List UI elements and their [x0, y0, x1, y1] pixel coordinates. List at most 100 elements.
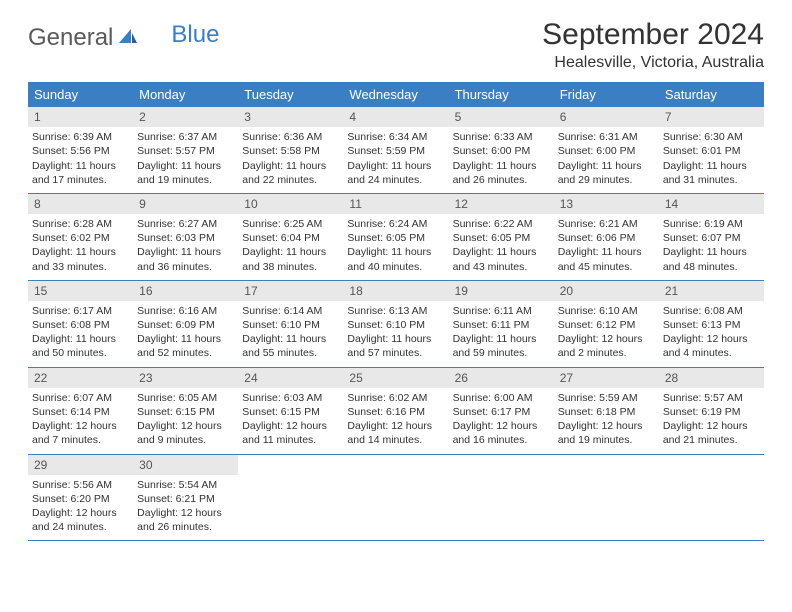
day-cell: 30Sunrise: 5:54 AMSunset: 6:21 PMDayligh… [133, 455, 238, 541]
daylight-line-1: Daylight: 12 hours [663, 419, 760, 433]
sunrise-line: Sunrise: 6:10 AM [558, 304, 655, 318]
daylight-line-2: and 36 minutes. [137, 260, 234, 274]
sunset-line: Sunset: 5:56 PM [32, 144, 129, 158]
sunset-line: Sunset: 6:01 PM [663, 144, 760, 158]
sunrise-line: Sunrise: 6:05 AM [137, 391, 234, 405]
day-cell: 15Sunrise: 6:17 AMSunset: 6:08 PMDayligh… [28, 281, 133, 367]
daylight-line-1: Daylight: 11 hours [558, 245, 655, 259]
day-number: 23 [133, 368, 238, 388]
sunrise-line: Sunrise: 6:03 AM [242, 391, 339, 405]
day-number: 19 [449, 281, 554, 301]
day-number: 15 [28, 281, 133, 301]
location-label: Healesville, Victoria, Australia [542, 54, 764, 72]
day-number: 2 [133, 107, 238, 127]
day-number: 13 [554, 194, 659, 214]
day-number: 6 [554, 107, 659, 127]
daylight-line-1: Daylight: 11 hours [242, 245, 339, 259]
sunset-line: Sunset: 6:13 PM [663, 318, 760, 332]
sunrise-line: Sunrise: 6:36 AM [242, 130, 339, 144]
day-cell [343, 455, 448, 541]
daylight-line-2: and 17 minutes. [32, 173, 129, 187]
day-cell: 11Sunrise: 6:24 AMSunset: 6:05 PMDayligh… [343, 194, 448, 280]
sunset-line: Sunset: 6:17 PM [453, 405, 550, 419]
daylight-line-1: Daylight: 12 hours [663, 332, 760, 346]
sunset-line: Sunset: 6:12 PM [558, 318, 655, 332]
day-cell: 3Sunrise: 6:36 AMSunset: 5:58 PMDaylight… [238, 107, 343, 193]
day-header: Tuesday [238, 82, 343, 107]
day-number: 30 [133, 455, 238, 475]
day-cell: 27Sunrise: 5:59 AMSunset: 6:18 PMDayligh… [554, 368, 659, 454]
day-cell: 22Sunrise: 6:07 AMSunset: 6:14 PMDayligh… [28, 368, 133, 454]
sunrise-line: Sunrise: 6:22 AM [453, 217, 550, 231]
daylight-line-1: Daylight: 11 hours [242, 159, 339, 173]
daylight-line-2: and 26 minutes. [453, 173, 550, 187]
day-number: 14 [659, 194, 764, 214]
day-number: 17 [238, 281, 343, 301]
week-row: 29Sunrise: 5:56 AMSunset: 6:20 PMDayligh… [28, 455, 764, 542]
day-header: Sunday [28, 82, 133, 107]
day-cell: 14Sunrise: 6:19 AMSunset: 6:07 PMDayligh… [659, 194, 764, 280]
day-number: 22 [28, 368, 133, 388]
daylight-line-2: and 33 minutes. [32, 260, 129, 274]
sunset-line: Sunset: 6:07 PM [663, 231, 760, 245]
day-number: 25 [343, 368, 448, 388]
sunset-line: Sunset: 6:05 PM [453, 231, 550, 245]
sunset-line: Sunset: 6:15 PM [242, 405, 339, 419]
sunrise-line: Sunrise: 6:34 AM [347, 130, 444, 144]
daylight-line-2: and 9 minutes. [137, 433, 234, 447]
daylight-line-1: Daylight: 11 hours [137, 332, 234, 346]
day-number: 1 [28, 107, 133, 127]
sunrise-line: Sunrise: 6:11 AM [453, 304, 550, 318]
daylight-line-2: and 7 minutes. [32, 433, 129, 447]
day-cell [238, 455, 343, 541]
day-number: 5 [449, 107, 554, 127]
daylight-line-2: and 40 minutes. [347, 260, 444, 274]
sunset-line: Sunset: 6:14 PM [32, 405, 129, 419]
sunrise-line: Sunrise: 6:31 AM [558, 130, 655, 144]
daylight-line-1: Daylight: 11 hours [347, 332, 444, 346]
daylight-line-1: Daylight: 12 hours [242, 419, 339, 433]
day-header: Thursday [449, 82, 554, 107]
daylight-line-2: and 19 minutes. [558, 433, 655, 447]
daylight-line-1: Daylight: 12 hours [347, 419, 444, 433]
daylight-line-1: Daylight: 11 hours [453, 159, 550, 173]
daylight-line-2: and 2 minutes. [558, 346, 655, 360]
sunrise-line: Sunrise: 6:39 AM [32, 130, 129, 144]
sunset-line: Sunset: 5:58 PM [242, 144, 339, 158]
sunset-line: Sunset: 5:59 PM [347, 144, 444, 158]
sunrise-line: Sunrise: 5:54 AM [137, 478, 234, 492]
day-cell: 21Sunrise: 6:08 AMSunset: 6:13 PMDayligh… [659, 281, 764, 367]
daylight-line-1: Daylight: 11 hours [347, 245, 444, 259]
sunset-line: Sunset: 6:20 PM [32, 492, 129, 506]
day-cell [554, 455, 659, 541]
sunrise-line: Sunrise: 6:00 AM [453, 391, 550, 405]
day-cell: 17Sunrise: 6:14 AMSunset: 6:10 PMDayligh… [238, 281, 343, 367]
day-number: 26 [449, 368, 554, 388]
daylight-line-2: and 19 minutes. [137, 173, 234, 187]
calendar-table: SundayMondayTuesdayWednesdayThursdayFrid… [28, 82, 764, 541]
daylight-line-1: Daylight: 11 hours [663, 159, 760, 173]
sunrise-line: Sunrise: 6:13 AM [347, 304, 444, 318]
day-header: Friday [554, 82, 659, 107]
day-header: Monday [133, 82, 238, 107]
day-cell: 8Sunrise: 6:28 AMSunset: 6:02 PMDaylight… [28, 194, 133, 280]
sunrise-line: Sunrise: 6:21 AM [558, 217, 655, 231]
day-header: Wednesday [343, 82, 448, 107]
daylight-line-2: and 31 minutes. [663, 173, 760, 187]
logo: General Blue [28, 18, 219, 52]
sunrise-line: Sunrise: 6:08 AM [663, 304, 760, 318]
sunset-line: Sunset: 6:10 PM [242, 318, 339, 332]
daylight-line-1: Daylight: 11 hours [32, 159, 129, 173]
day-cell: 13Sunrise: 6:21 AMSunset: 6:06 PMDayligh… [554, 194, 659, 280]
sunset-line: Sunset: 6:09 PM [137, 318, 234, 332]
day-cell: 9Sunrise: 6:27 AMSunset: 6:03 PMDaylight… [133, 194, 238, 280]
week-row: 8Sunrise: 6:28 AMSunset: 6:02 PMDaylight… [28, 194, 764, 281]
logo-text-general: General [28, 24, 113, 52]
day-number: 18 [343, 281, 448, 301]
daylight-line-2: and 48 minutes. [663, 260, 760, 274]
sunrise-line: Sunrise: 6:33 AM [453, 130, 550, 144]
day-cell: 16Sunrise: 6:16 AMSunset: 6:09 PMDayligh… [133, 281, 238, 367]
header: General Blue September 2024 Healesville,… [28, 18, 764, 78]
day-cell: 2Sunrise: 6:37 AMSunset: 5:57 PMDaylight… [133, 107, 238, 193]
daylight-line-1: Daylight: 11 hours [137, 245, 234, 259]
